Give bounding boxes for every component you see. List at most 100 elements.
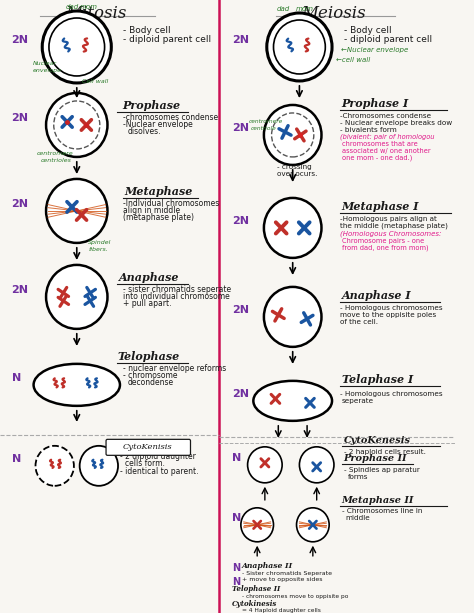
Text: of the cell.: of the cell.	[340, 319, 378, 325]
Circle shape	[80, 446, 118, 486]
Text: - identical to parent.: - identical to parent.	[120, 467, 199, 476]
Text: the middle (metaphase plate): the middle (metaphase plate)	[340, 223, 447, 229]
Text: centromere: centromere	[36, 151, 73, 156]
Text: into individual chromosome: into individual chromosome	[123, 292, 229, 301]
Text: N: N	[232, 513, 241, 523]
Text: - Homologous chromosomes: - Homologous chromosomes	[340, 391, 442, 397]
Text: Anaphase II: Anaphase II	[242, 562, 293, 570]
Text: Chromosome pairs - one: Chromosome pairs - one	[342, 238, 424, 244]
Text: N: N	[232, 577, 240, 587]
Circle shape	[46, 93, 108, 157]
Text: over ocurs.: over ocurs.	[277, 171, 318, 177]
Ellipse shape	[38, 368, 84, 402]
Text: 2N: 2N	[232, 305, 249, 315]
Text: middle: middle	[346, 515, 370, 521]
Circle shape	[46, 265, 108, 329]
Text: - Nuclear envelope breaks dow: - Nuclear envelope breaks dow	[340, 120, 452, 126]
Text: dad: dad	[65, 4, 79, 10]
Circle shape	[241, 508, 273, 542]
Text: envelope: envelope	[33, 68, 62, 73]
Text: disolves.: disolves.	[128, 127, 161, 136]
Text: Spindel: Spindel	[88, 240, 112, 245]
Circle shape	[264, 287, 321, 347]
Text: Prophase II: Prophase II	[344, 454, 407, 463]
Text: Cell wall: Cell wall	[82, 79, 108, 84]
Text: Cytokinesis: Cytokinesis	[232, 600, 278, 607]
Text: -Indlvidual chromosomes: -Indlvidual chromosomes	[123, 199, 219, 208]
Circle shape	[54, 101, 100, 149]
Circle shape	[46, 179, 108, 243]
Text: move to the oppisite poles: move to the oppisite poles	[340, 312, 436, 318]
Text: forms: forms	[347, 474, 368, 480]
Text: chromosomes that are: chromosomes that are	[342, 141, 418, 147]
Circle shape	[264, 198, 321, 258]
Text: Metaphase II: Metaphase II	[342, 496, 414, 505]
Text: - Homologous chromosomes: - Homologous chromosomes	[340, 305, 442, 311]
Text: Metaphase I: Metaphase I	[342, 201, 419, 212]
Text: CytoKenesis: CytoKenesis	[344, 436, 410, 445]
Text: Nuclear: Nuclear	[33, 61, 57, 66]
Circle shape	[247, 447, 282, 483]
Text: ←Nuclear envelope: ←Nuclear envelope	[341, 47, 408, 53]
Text: one mom - one dad.): one mom - one dad.)	[342, 155, 412, 161]
Text: ←cell wall: ←cell wall	[336, 57, 370, 63]
Text: 2N: 2N	[11, 285, 28, 295]
Text: - Body cell: - Body cell	[123, 26, 171, 35]
Circle shape	[264, 105, 321, 165]
Text: Anaphase I: Anaphase I	[342, 290, 411, 301]
Text: Prophase I: Prophase I	[342, 98, 409, 109]
Text: 2N: 2N	[232, 216, 249, 226]
Text: -chromosomes condense: -chromosomes condense	[123, 113, 218, 122]
Text: Prophase: Prophase	[123, 100, 181, 111]
Text: - chromosomes move to oppisite po: - chromosomes move to oppisite po	[242, 594, 348, 599]
Text: 2N: 2N	[232, 389, 249, 399]
Text: - chromosome: - chromosome	[123, 371, 177, 380]
Text: (metaphase plate): (metaphase plate)	[123, 213, 194, 222]
Text: + pull apart.: + pull apart.	[123, 299, 171, 308]
Text: cells form.: cells form.	[125, 459, 164, 468]
Text: (bivalent: pair of homologou: (bivalent: pair of homologou	[340, 134, 434, 140]
Circle shape	[272, 113, 314, 157]
Text: = 4 Haploid daughter cells: = 4 Haploid daughter cells	[242, 607, 321, 613]
Text: -Chromosomes condense: -Chromosomes condense	[340, 113, 431, 119]
Text: Mitosis: Mitosis	[65, 5, 127, 22]
Text: centriole: centriole	[250, 126, 276, 131]
Circle shape	[267, 13, 332, 81]
Text: 2N: 2N	[232, 35, 249, 45]
Text: - sister chromatids seperate: - sister chromatids seperate	[123, 285, 231, 294]
Text: 2N: 2N	[11, 113, 28, 123]
Text: - 2 haploid cells result.: - 2 haploid cells result.	[344, 449, 426, 455]
Circle shape	[36, 446, 74, 486]
Text: centromere: centromere	[248, 119, 283, 124]
Text: N: N	[232, 563, 240, 573]
Text: - Sister chromatids Seperate: - Sister chromatids Seperate	[242, 571, 332, 576]
Text: Anaphase: Anaphase	[118, 272, 179, 283]
Ellipse shape	[69, 368, 115, 402]
Text: - diploid parent cell: - diploid parent cell	[123, 35, 211, 44]
Text: - bivalents form: - bivalents form	[340, 127, 396, 133]
Text: Metaphase: Metaphase	[124, 186, 192, 197]
Text: - diploid parent cell: - diploid parent cell	[344, 35, 432, 44]
Text: Telophase: Telophase	[118, 351, 180, 362]
Text: N: N	[232, 453, 241, 463]
Text: -Homologous pairs align at: -Homologous pairs align at	[340, 216, 437, 222]
Text: 2N: 2N	[11, 199, 28, 209]
Text: centrioles: centrioles	[40, 158, 71, 163]
Text: - Chromosomes line in: - Chromosomes line in	[342, 508, 422, 514]
Text: + move to opposite sides: + move to opposite sides	[242, 577, 322, 582]
Circle shape	[42, 11, 111, 83]
Text: from dad, one from mom): from dad, one from mom)	[342, 245, 428, 251]
Text: Telaphase I: Telaphase I	[342, 374, 413, 385]
Text: - Spindles ap paratur: - Spindles ap paratur	[344, 467, 419, 473]
Ellipse shape	[286, 385, 328, 417]
Text: N: N	[11, 454, 21, 464]
Text: 2N: 2N	[232, 123, 249, 133]
FancyBboxPatch shape	[106, 440, 191, 455]
Text: - nuclear envelope reforms: - nuclear envelope reforms	[123, 364, 226, 373]
Text: align in middle: align in middle	[123, 206, 180, 215]
Text: decondense: decondense	[128, 378, 174, 387]
Text: seperate: seperate	[342, 398, 374, 404]
Ellipse shape	[257, 385, 300, 417]
Text: N: N	[11, 373, 21, 383]
Text: dad: dad	[276, 6, 290, 12]
